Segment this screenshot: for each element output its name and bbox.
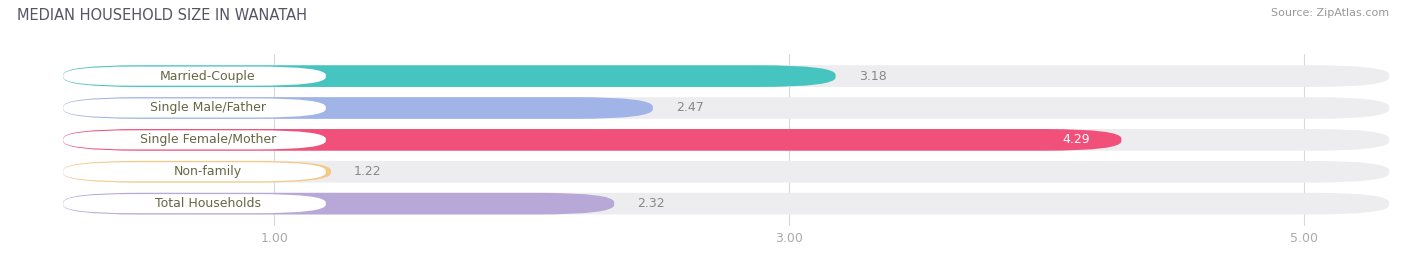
Text: Source: ZipAtlas.com: Source: ZipAtlas.com	[1271, 8, 1389, 18]
FancyBboxPatch shape	[63, 65, 835, 87]
Text: 3.18: 3.18	[859, 70, 887, 83]
FancyBboxPatch shape	[63, 130, 326, 150]
Text: 4.29: 4.29	[1063, 133, 1091, 146]
FancyBboxPatch shape	[63, 161, 330, 183]
Text: Non-family: Non-family	[173, 165, 242, 178]
FancyBboxPatch shape	[63, 162, 326, 181]
Text: Single Female/Mother: Single Female/Mother	[139, 133, 276, 146]
FancyBboxPatch shape	[63, 97, 652, 119]
FancyBboxPatch shape	[63, 194, 326, 213]
Text: Married-Couple: Married-Couple	[160, 70, 256, 83]
Text: Single Male/Father: Single Male/Father	[149, 101, 266, 115]
FancyBboxPatch shape	[63, 193, 1389, 214]
Text: Total Households: Total Households	[155, 197, 260, 210]
Text: 1.22: 1.22	[354, 165, 382, 178]
FancyBboxPatch shape	[63, 66, 326, 86]
FancyBboxPatch shape	[63, 193, 614, 214]
FancyBboxPatch shape	[63, 65, 1389, 87]
Text: 2.47: 2.47	[676, 101, 704, 115]
Text: MEDIAN HOUSEHOLD SIZE IN WANATAH: MEDIAN HOUSEHOLD SIZE IN WANATAH	[17, 8, 307, 23]
FancyBboxPatch shape	[63, 129, 1389, 151]
FancyBboxPatch shape	[63, 161, 1389, 183]
FancyBboxPatch shape	[63, 129, 1122, 151]
FancyBboxPatch shape	[63, 98, 326, 118]
Text: 2.32: 2.32	[637, 197, 665, 210]
FancyBboxPatch shape	[63, 97, 1389, 119]
